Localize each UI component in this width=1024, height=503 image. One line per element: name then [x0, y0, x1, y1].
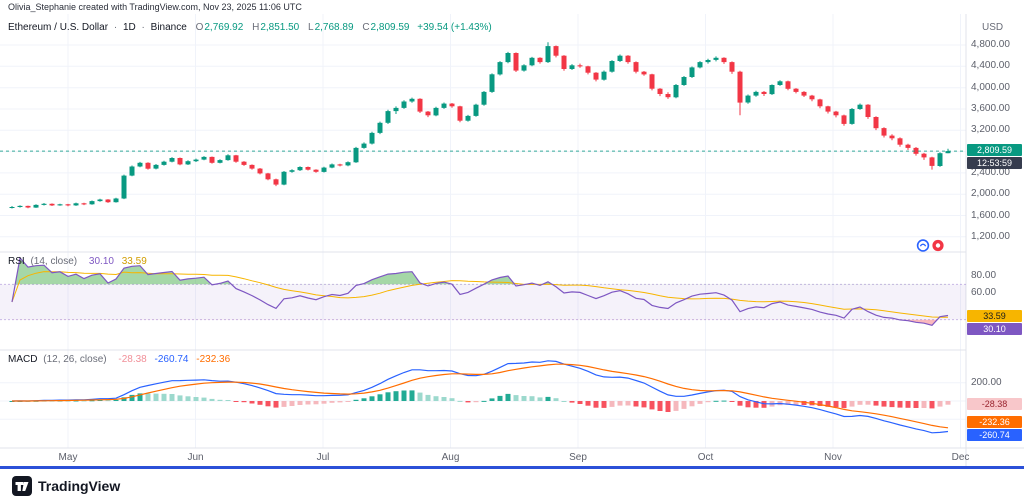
close-value: 2,809.59 — [370, 22, 410, 33]
macd-hist-value: -28.38 — [118, 354, 147, 365]
high-label: H — [252, 22, 260, 33]
macd-line-value: -260.74 — [154, 354, 189, 365]
time-axis-label: May — [58, 452, 78, 463]
rsi-axis-label: 80.00 — [971, 269, 997, 281]
separator-dot: · — [141, 22, 145, 33]
price-axis-label: 2,400.00 — [971, 166, 1010, 178]
price-axis-label: 3,600.00 — [971, 102, 1010, 114]
high-value: 2,851.50 — [260, 22, 300, 33]
low-label: L — [308, 22, 314, 33]
macd-line-badge: -260.74 — [967, 429, 1022, 442]
symbol-legend: Ethereum / U.S. Dollar · 1D · Binance O2… — [8, 22, 492, 33]
macd-legend: MACD (12, 26, close) -28.38 -260.74 -232… — [8, 354, 230, 365]
exchange-label: Binance — [150, 22, 187, 33]
last-price-badge: 2,809.59 — [967, 144, 1022, 157]
time-axis-label: Jun — [187, 452, 204, 463]
price-axis-label: 4,000.00 — [971, 81, 1010, 93]
tradingview-wordmark: TradingView — [38, 478, 121, 494]
price-axis-label: 2,000.00 — [971, 188, 1010, 200]
rsi-title: RSI — [8, 256, 25, 267]
chart-stickers[interactable] — [916, 238, 946, 258]
price-axis-label: 1,600.00 — [971, 209, 1010, 221]
macd-title: MACD — [8, 354, 38, 365]
separator-dot: · — [113, 22, 118, 33]
rsi-value: 30.10 — [88, 256, 114, 267]
tradingview-logo[interactable]: TradingView — [12, 476, 120, 496]
tradingview-logo-icon — [12, 476, 32, 496]
macd-params: (12, 26, close) — [43, 354, 107, 365]
symbol-title: Ethereum / U.S. Dollar — [8, 22, 109, 33]
macd-signal-badge: -232.36 — [967, 416, 1022, 429]
price-axis-label: 4,800.00 — [971, 39, 1010, 51]
footer-bar: TradingView — [0, 466, 1024, 503]
countdown-badge: 12:53:59 — [967, 157, 1022, 170]
low-value: 2,768.89 — [314, 22, 354, 33]
rsi-ma-value: 33.59 — [121, 256, 147, 267]
time-axis-label: Oct — [697, 452, 714, 463]
time-axis-label: Nov — [824, 452, 842, 463]
attribution-text: Olivia_Stephanie created with TradingVie… — [8, 2, 302, 12]
open-value: 2,769.92 — [204, 22, 244, 33]
rsi-ma-badge: 33.59 — [967, 310, 1022, 323]
macd-axis-label: 200.00 — [971, 376, 1002, 388]
macd-signal-value: -232.36 — [196, 354, 231, 365]
interval-label: 1D — [122, 22, 136, 33]
price-axis-label: 3,200.00 — [971, 124, 1010, 136]
change-value: +39.54 (+1.43%) — [417, 22, 492, 33]
open-label: O — [195, 22, 204, 33]
price-axis-label: 4,400.00 — [971, 60, 1010, 72]
sticker-blue-icon — [916, 239, 930, 252]
time-axis-label: Dec — [951, 452, 970, 463]
price-axis-label: 1,200.00 — [971, 230, 1010, 242]
time-axis-label: Sep — [569, 452, 587, 463]
macd-hist-badge: -28.38 — [967, 397, 1022, 410]
sticker-red-icon — [932, 239, 944, 252]
rsi-legend: RSI (14, close) 30.10 33.59 — [8, 256, 147, 267]
rsi-params: (14, close) — [30, 256, 78, 267]
time-axis-label: Jul — [316, 452, 330, 463]
close-label: C — [362, 22, 370, 33]
rsi-badge: 30.10 — [967, 323, 1022, 336]
rsi-axis-label: 60.00 — [971, 287, 997, 299]
time-axis-label: Aug — [441, 452, 460, 463]
currency-label: USD — [982, 22, 1004, 33]
